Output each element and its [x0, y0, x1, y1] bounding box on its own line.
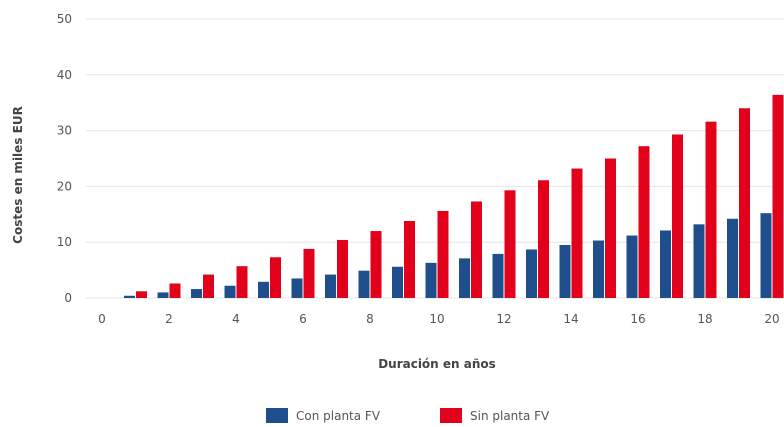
- bar-con-planta-year-16: [626, 235, 638, 298]
- bar-con-planta-year-13: [526, 249, 537, 298]
- bar-con-planta-year-6: [291, 278, 303, 298]
- bar-con-planta-year-5: [258, 281, 269, 298]
- x-tick-labels: 0 2 4 6 8 10 12 14 16 18 20: [98, 312, 779, 326]
- x-tick-label: 12: [496, 312, 511, 326]
- y-tick-label: 20: [57, 179, 72, 193]
- bar-sin-planta-year-1: [136, 291, 147, 298]
- x-tick-label: 6: [299, 312, 307, 326]
- bar-sin-planta-year-10: [437, 210, 449, 298]
- x-tick-label: 0: [98, 312, 106, 326]
- bar-sin-planta-year-13: [538, 180, 549, 298]
- bar-sin-planta-year-5: [270, 257, 281, 298]
- bar-con-planta-year-2: [157, 292, 169, 298]
- x-tick-label: 18: [697, 312, 712, 326]
- bar-con-planta-year-1: [124, 295, 135, 298]
- x-tick-label: 2: [165, 312, 173, 326]
- y-tick-label: 40: [57, 68, 72, 82]
- bar-sin-planta-year-16: [638, 146, 650, 298]
- bar-sin-planta-year-14: [571, 168, 583, 298]
- bar-con-planta-year-12: [492, 253, 504, 298]
- legend-item-sin-planta[interactable]: Sin planta FV: [440, 408, 550, 423]
- bar-con-planta-year-18: [693, 224, 705, 298]
- bar-con-planta-year-11: [459, 258, 470, 298]
- bar-con-planta-year-4: [224, 285, 236, 298]
- legend-item-con-planta[interactable]: Con planta FV: [266, 408, 381, 423]
- x-tick-label: 10: [429, 312, 444, 326]
- bar-sin-planta-year-2: [169, 283, 181, 298]
- bar-con-planta-year-8: [358, 270, 370, 298]
- bar-con-planta-year-19: [727, 218, 738, 298]
- bar-con-planta-year-14: [559, 244, 571, 298]
- bar-sin-planta-year-6: [303, 248, 315, 298]
- bar-con-planta-year-17: [660, 230, 671, 298]
- y-tick-label: 50: [57, 12, 72, 26]
- bar-sin-planta-year-12: [504, 190, 516, 298]
- y-tick-labels: 0 10 20 30 40 50: [57, 12, 72, 305]
- bar-con-planta-year-9: [392, 266, 403, 298]
- bar-sin-planta-year-15: [605, 158, 616, 298]
- legend: Con planta FV Sin planta FV: [266, 408, 550, 423]
- x-tick-label: 4: [232, 312, 240, 326]
- y-tick-label: 10: [57, 235, 72, 249]
- legend-label-con-planta: Con planta FV: [296, 409, 381, 423]
- bar-con-planta-year-15: [593, 240, 604, 298]
- x-tick-label: 16: [630, 312, 645, 326]
- legend-label-sin-planta: Sin planta FV: [470, 409, 550, 423]
- bar-sin-planta-year-7: [337, 239, 348, 298]
- bar-con-planta-year-7: [325, 274, 336, 298]
- bars: [124, 94, 784, 298]
- bar-sin-planta-year-9: [404, 220, 415, 298]
- x-tick-label: 20: [764, 312, 779, 326]
- bar-sin-planta-year-11: [471, 201, 482, 298]
- bar-sin-planta-year-18: [705, 121, 717, 298]
- bar-sin-planta-year-19: [739, 108, 750, 298]
- legend-swatch-con-planta: [266, 408, 288, 423]
- y-axis-title: Costes en miles EUR: [11, 106, 25, 244]
- bar-sin-planta-year-17: [672, 134, 683, 298]
- bar-sin-planta-year-8: [370, 231, 382, 298]
- bar-sin-planta-year-4: [236, 266, 248, 298]
- y-tick-label: 0: [64, 291, 72, 305]
- bar-sin-planta-year-20: [772, 94, 784, 298]
- x-axis-title: Duración en años: [378, 357, 496, 371]
- x-tick-label: 14: [563, 312, 578, 326]
- y-tick-label: 30: [57, 124, 72, 138]
- bar-con-planta-year-10: [425, 262, 437, 298]
- legend-swatch-sin-planta: [440, 408, 462, 423]
- bar-con-planta-year-20: [760, 213, 772, 298]
- x-tick-label: 8: [366, 312, 374, 326]
- bar-sin-planta-year-3: [203, 274, 214, 298]
- bar-con-planta-year-3: [191, 289, 202, 298]
